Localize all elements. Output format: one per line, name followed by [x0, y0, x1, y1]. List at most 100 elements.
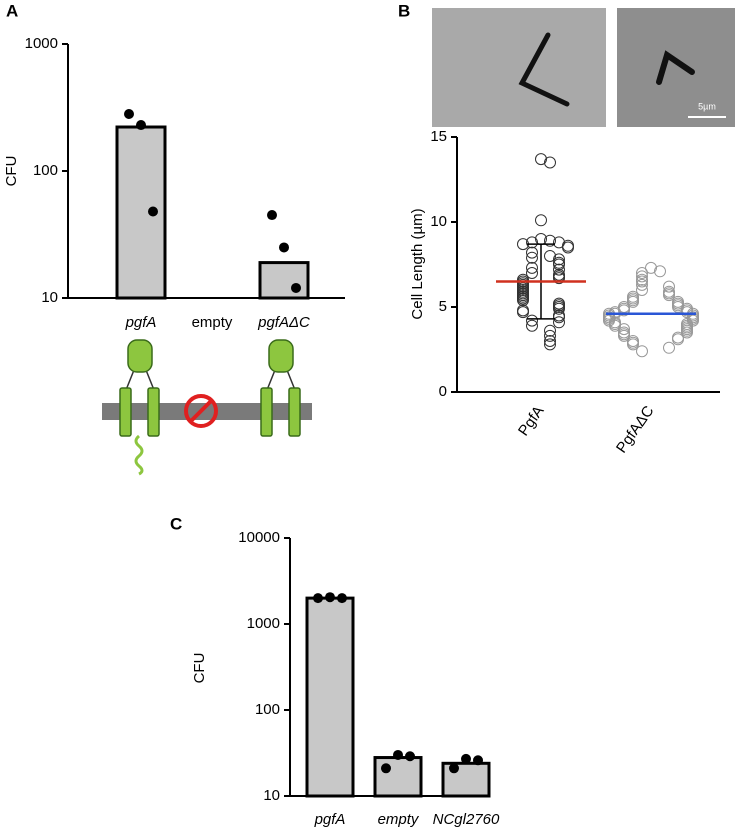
micrographs: 5µm — [432, 8, 735, 127]
micrograph — [617, 8, 735, 127]
data-point — [681, 326, 693, 339]
y-tick-label: 10000 — [238, 529, 280, 546]
data-point — [553, 302, 565, 315]
data-point — [618, 329, 630, 342]
x-tick-label: pgfA — [125, 314, 157, 331]
data-point — [279, 242, 289, 253]
y-axis-label: CFU — [191, 653, 208, 684]
data-point — [544, 250, 556, 262]
data-point — [553, 316, 565, 329]
y-tick-label: 100 — [255, 701, 280, 718]
y-tick-label: 1000 — [25, 35, 58, 52]
data-point — [544, 156, 556, 169]
data-point — [526, 261, 538, 274]
data-point — [337, 593, 347, 604]
panel-label: A — [6, 1, 18, 20]
data-point — [535, 214, 547, 227]
data-point — [654, 265, 666, 278]
data-point — [636, 284, 648, 296]
data-point — [663, 280, 675, 293]
y-tick-label: 15 — [430, 128, 447, 145]
bar — [441, 761, 491, 798]
scale-label: 5µm — [698, 101, 716, 111]
data-point — [517, 294, 529, 307]
data-point — [544, 324, 556, 337]
panel-label: C — [170, 514, 182, 533]
y-tick-label: 10 — [430, 213, 447, 230]
y-tick-label: 10 — [263, 787, 280, 804]
protein-truncated — [260, 339, 301, 437]
data-point — [136, 120, 146, 131]
data-point — [291, 282, 301, 293]
data-point — [313, 593, 323, 604]
y-tick-label: 10 — [41, 289, 58, 306]
y-tick-label: 1000 — [247, 615, 280, 632]
data-point — [553, 311, 565, 324]
bar — [258, 261, 310, 300]
data-point — [627, 338, 639, 351]
data-point — [618, 304, 630, 317]
y-axis-label: CFU — [3, 156, 20, 187]
data-point — [325, 592, 335, 603]
data-point — [636, 270, 648, 283]
data-point — [526, 236, 538, 249]
data-point — [544, 338, 556, 351]
y-tick-label: 0 — [439, 383, 447, 400]
protein-full — [119, 339, 160, 476]
data-point — [645, 261, 657, 274]
data-point — [526, 267, 538, 279]
data-point — [553, 236, 565, 249]
data-point — [124, 109, 134, 120]
data-point — [148, 206, 158, 217]
data-point — [609, 319, 621, 332]
x-tick-label: empty — [192, 314, 233, 331]
data-point — [627, 295, 639, 308]
data-point — [636, 267, 648, 279]
data-point — [672, 333, 684, 346]
x-tick-label: pgfA — [314, 811, 346, 828]
data-point — [267, 210, 277, 221]
bar — [305, 596, 355, 798]
data-point — [553, 263, 565, 276]
x-tick-label: empty — [378, 811, 420, 828]
data-point — [544, 329, 556, 342]
data-point — [517, 306, 529, 319]
x-tick-label: NCgl2760 — [433, 811, 500, 828]
panel-label: B — [398, 1, 410, 20]
x-tick-label: PgfA — [515, 403, 548, 439]
data-point — [526, 319, 538, 332]
data-point — [473, 755, 483, 766]
y-tick-label: 5 — [439, 298, 447, 315]
data-point — [663, 341, 675, 354]
no-sign — [184, 394, 218, 428]
data-point — [562, 241, 574, 254]
y-tick-label: 100 — [33, 162, 58, 179]
data-point — [526, 246, 538, 259]
x-tick-label: pgfAΔC — [257, 314, 310, 331]
data-point — [553, 272, 565, 285]
data-point — [526, 251, 538, 264]
data-point — [393, 749, 403, 760]
data-point — [636, 278, 648, 291]
data-point — [449, 763, 459, 774]
data-point — [553, 253, 565, 266]
data-point — [526, 314, 538, 327]
data-point — [535, 153, 547, 166]
data-point — [544, 335, 556, 347]
data-point — [553, 258, 565, 271]
data-point — [672, 301, 684, 313]
data-point — [405, 751, 415, 762]
bar — [373, 756, 423, 798]
x-tick-label: PgfAΔC — [613, 403, 658, 457]
y-axis-label: Cell Length (µm) — [409, 208, 426, 319]
data-point — [381, 763, 391, 774]
data-point — [618, 323, 630, 336]
data-point — [663, 289, 675, 302]
micrograph — [432, 8, 606, 127]
data-point — [461, 753, 471, 764]
data-point — [544, 234, 556, 247]
membrane-diagram — [102, 339, 312, 476]
data-point — [636, 275, 648, 288]
data-point — [636, 345, 648, 358]
